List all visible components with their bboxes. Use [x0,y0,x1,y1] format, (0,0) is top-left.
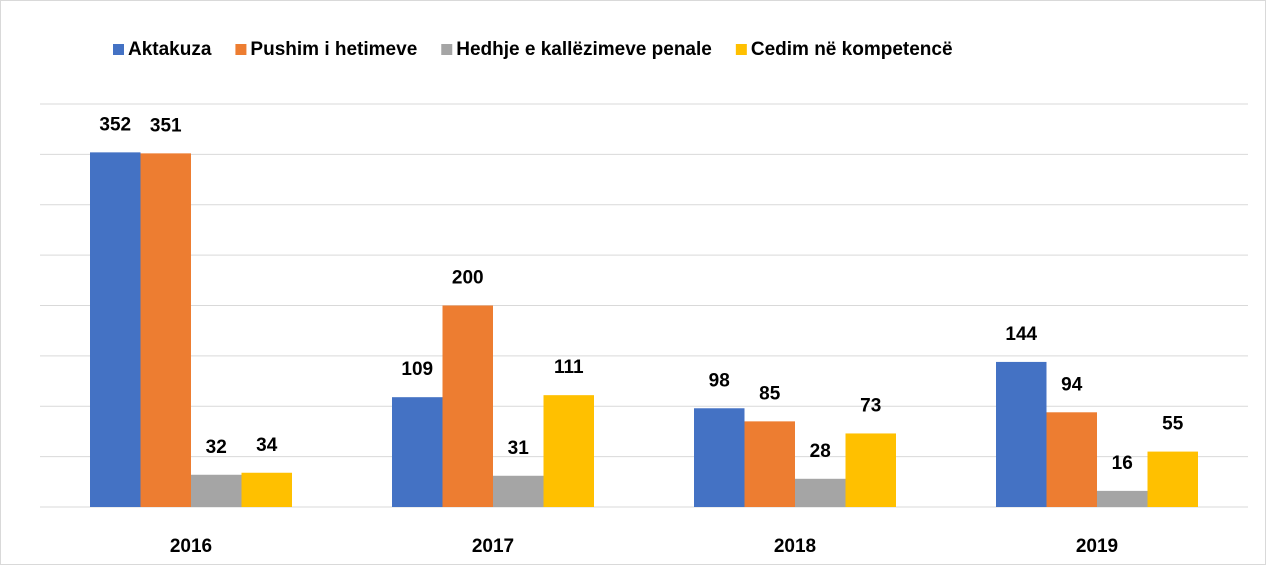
legend-label: Hedhje e kallëzimeve penale [456,39,712,60]
data-label: 28 [810,441,831,462]
bar [795,478,846,507]
data-label: 109 [401,359,433,380]
data-label: 94 [1061,374,1083,395]
bar [1147,451,1198,507]
legend-label: Pushim i hetimeve [250,39,417,60]
legend-swatch [441,44,453,55]
bar [191,474,242,507]
legend-swatch [735,44,747,55]
x-tick-label: 2017 [472,536,514,557]
bar [442,305,493,507]
data-label: 98 [709,370,730,391]
bar [543,395,594,507]
x-tick-label: 2018 [774,536,816,557]
data-label: 32 [206,437,227,458]
legend-label: Aktakuza [128,39,212,60]
legend-label: Cedim në kompetencë [751,39,953,60]
data-label: 144 [1005,324,1037,345]
bar [744,421,795,507]
x-tick-label: 2019 [1076,536,1118,557]
legend-swatch [235,44,247,55]
data-label: 55 [1162,414,1184,435]
data-label: 73 [860,395,881,416]
data-label: 16 [1112,453,1133,474]
bar [90,152,141,508]
bar [1097,490,1148,507]
data-label: 34 [256,435,278,456]
bar [1046,412,1097,507]
data-label: 352 [99,114,131,135]
bar [845,433,896,507]
bar [996,361,1047,507]
legend-swatch [113,44,124,55]
data-label: 31 [508,438,530,459]
bar [694,408,745,507]
x-tick-label: 2016 [170,536,212,557]
bar [392,397,443,507]
data-label: 351 [150,115,182,136]
data-label: 85 [759,383,781,404]
bar [241,472,292,507]
data-label: 111 [554,357,584,378]
data-label: 200 [452,268,484,289]
bar [493,475,544,507]
bar [140,153,191,507]
